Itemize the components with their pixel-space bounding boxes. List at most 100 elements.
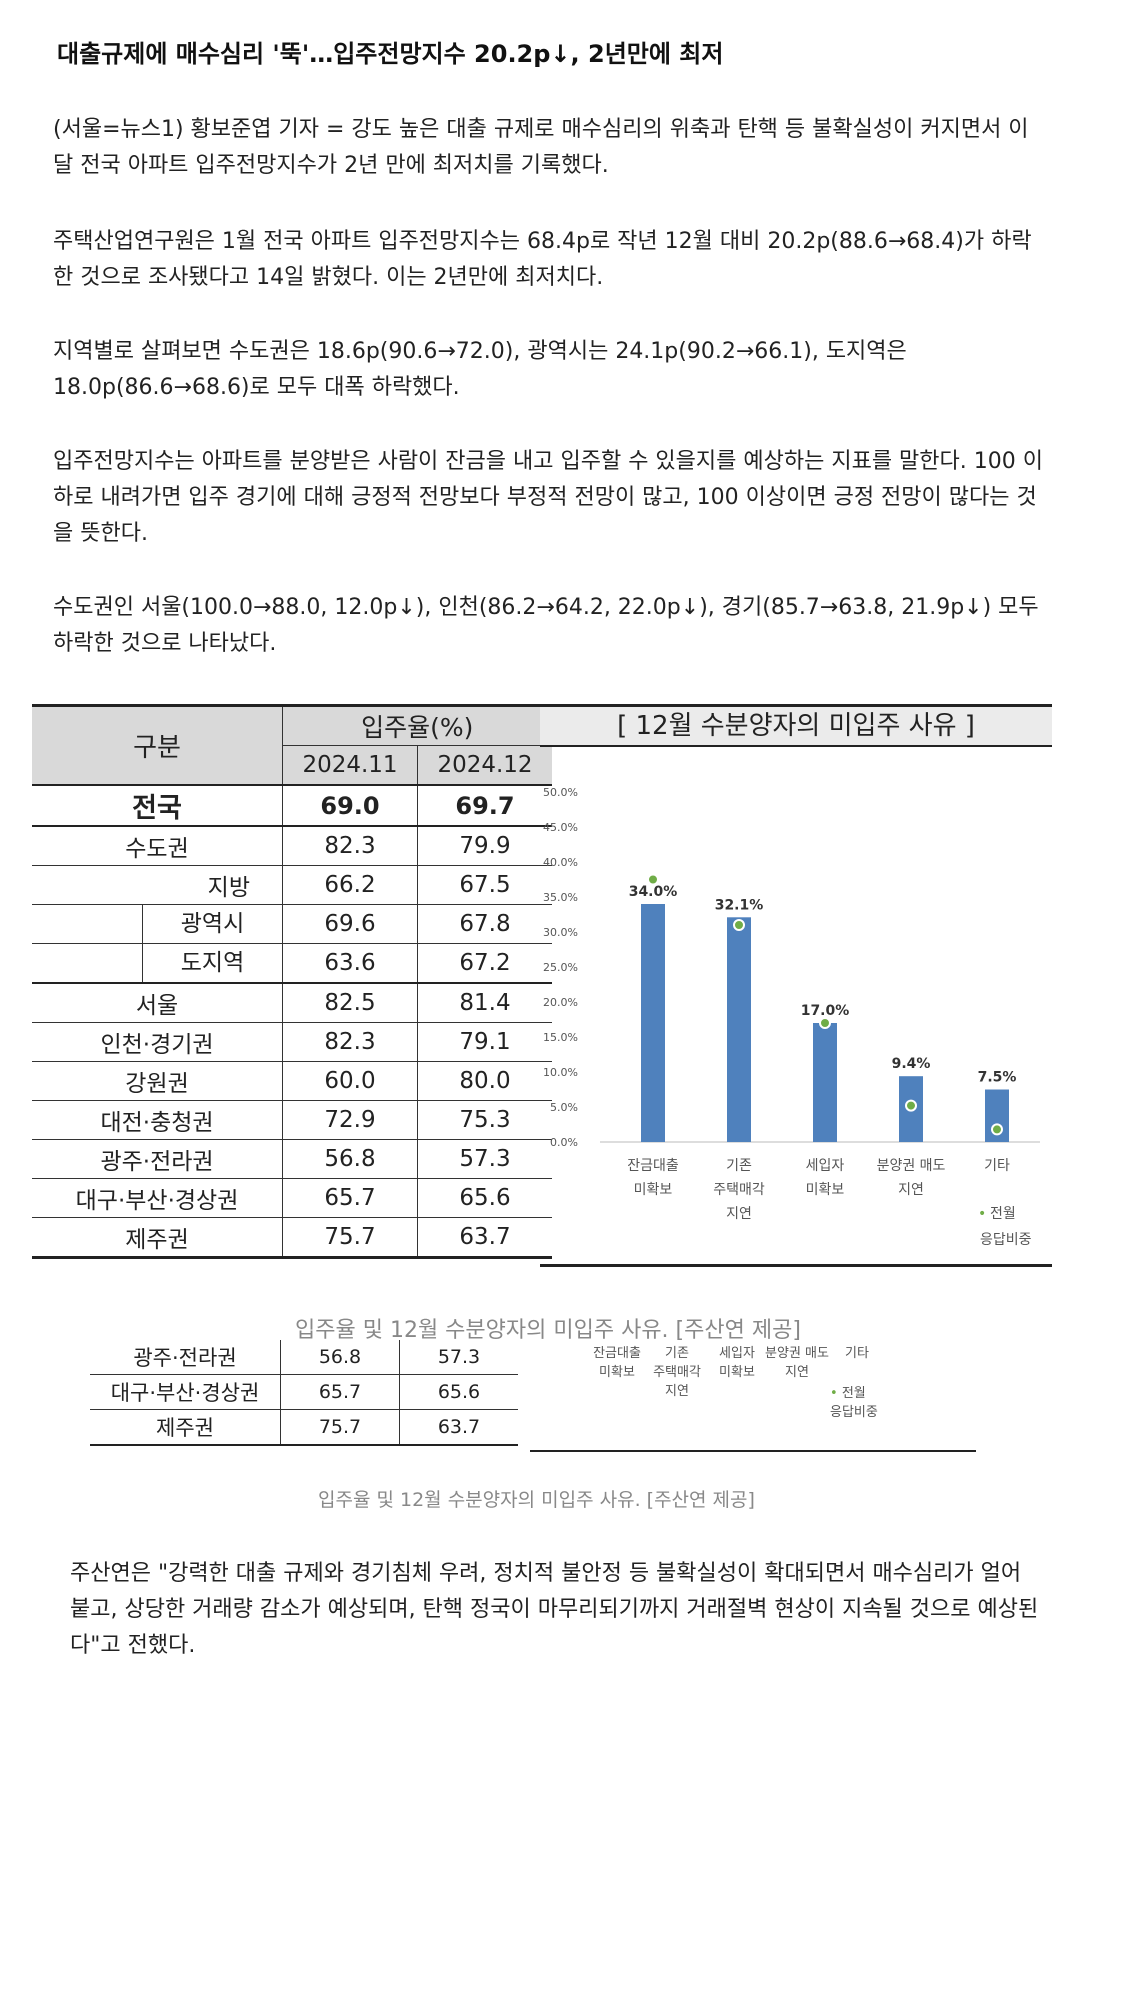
chart-category-line: 미확보 bbox=[719, 1365, 755, 1380]
table-row-label: 대전·충청권 bbox=[32, 1100, 283, 1140]
chart-category-label: 기타 bbox=[822, 1344, 892, 1363]
chart-category-line: 기타 bbox=[845, 1346, 869, 1361]
x-category-label: 분양권 매도 bbox=[877, 1158, 946, 1174]
legend-line-1: • 전월 bbox=[830, 1384, 900, 1403]
chart-bottom-border bbox=[540, 1264, 1052, 1267]
bar-value-label: 7.5% bbox=[978, 1070, 1017, 1086]
x-category-label: 미확보 bbox=[634, 1182, 673, 1198]
table-cell: 56.8 bbox=[282, 1139, 418, 1179]
x-category-label: 지연 bbox=[898, 1182, 924, 1198]
table-cell: 67.8 bbox=[417, 904, 552, 944]
y-tick-label: 35.0% bbox=[543, 891, 578, 904]
bar-value-label: 9.4% bbox=[892, 1056, 931, 1072]
table-cell: 82.5 bbox=[282, 983, 418, 1023]
chart-category-line: 잔금대출 bbox=[593, 1346, 641, 1361]
article-paragraph-1: (서울=뉴스1) 황보준엽 기자 = 강도 높은 대출 규제로 매수심리의 위축… bbox=[53, 117, 1029, 178]
x-category-label: 잔금대출 bbox=[627, 1158, 679, 1174]
table-row-label: 제주권 bbox=[90, 1409, 281, 1446]
chart-title: [ 12월 수분양자의 미입주 사유 ] bbox=[540, 704, 1052, 747]
chart-category-line: 지연 bbox=[665, 1384, 689, 1399]
occupancy-rate-table: 구분 입주율(%) 2024.11 2024.12 전국 69.0 69.7 수… bbox=[32, 704, 553, 1259]
table-cell: 63.6 bbox=[282, 943, 418, 984]
bar bbox=[641, 904, 665, 1142]
table-row-label: 광주·전라권 bbox=[90, 1340, 281, 1375]
table-row-label: 서울 bbox=[32, 983, 283, 1023]
table-cell: 56.8 bbox=[280, 1340, 400, 1375]
bar-value-label: 34.0% bbox=[629, 884, 678, 900]
article-paragraph-5: 수도권인 서울(100.0→88.0, 12.0p↓), 인천(86.2→64.… bbox=[53, 595, 1039, 656]
table-row-label: 지방 bbox=[32, 865, 283, 905]
x-category-label: 기타 bbox=[984, 1158, 1010, 1174]
legend-marker: • bbox=[830, 1386, 838, 1401]
non-occupancy-reason-chart: [ 12월 수분양자의 미입주 사유 ] 0.0% 5.0% 10.0% 15.0% 2… bbox=[540, 704, 1052, 1267]
table-cell: 81.4 bbox=[417, 983, 552, 1023]
table-cell: 65.7 bbox=[282, 1178, 418, 1218]
chart-category-line: 세입자 bbox=[719, 1346, 755, 1361]
table-cell: 69.6 bbox=[282, 904, 418, 944]
table-row-label: 광주·전라권 bbox=[32, 1139, 283, 1179]
prev-month-point bbox=[991, 1123, 1003, 1136]
table-cell: 60.0 bbox=[282, 1061, 418, 1101]
prev-month-point bbox=[819, 1017, 831, 1029]
table-cell: 65.7 bbox=[280, 1374, 400, 1410]
chart-category-line: 기존 bbox=[665, 1346, 689, 1361]
table-header-category: 구분 bbox=[32, 704, 283, 786]
table-cell: 65.6 bbox=[399, 1374, 518, 1410]
cropped-table-fragment: 광주·전라권 56.8 57.3 대구·부산·경상권 65.7 65.6 제주권… bbox=[90, 1340, 518, 1446]
prev-month-point bbox=[733, 919, 745, 931]
chart-category-line: 주택매각 bbox=[653, 1365, 701, 1380]
y-tick-label: 5.0% bbox=[550, 1101, 578, 1114]
table-row-label: 수도권 bbox=[32, 826, 283, 866]
chart-legend: • 전월 응답비중 bbox=[830, 1384, 900, 1422]
bar-value-label: 17.0% bbox=[801, 1003, 850, 1019]
chart-category-line: 지연 bbox=[785, 1365, 809, 1380]
y-tick-label: 20.0% bbox=[543, 996, 578, 1009]
table-cell: 65.6 bbox=[417, 1178, 552, 1218]
x-category-label: 미확보 bbox=[806, 1182, 845, 1198]
table-cell: 75.7 bbox=[282, 1217, 418, 1259]
article-title: 대출규제에 매수심리 '뚝'…입주전망지수 20.2p↓, 2년만에 최저 bbox=[57, 40, 724, 68]
table-cell: 57.3 bbox=[399, 1340, 518, 1375]
prev-month-point bbox=[905, 1099, 917, 1112]
bar-chart-svg: 0.0% 5.0% 10.0% 15.0% 20.0% 25.0% 30.0% 35.0% 40… bbox=[543, 786, 1040, 1248]
article-paragraph-6: 주산연은 "강력한 대출 규제와 경기침체 우려, 정치적 불안정 등 불확실성… bbox=[70, 1561, 1039, 1658]
y-tick-label: 30.0% bbox=[543, 926, 578, 939]
y-tick-label: 10.0% bbox=[543, 1066, 578, 1079]
table-cell: 82.3 bbox=[282, 1022, 418, 1062]
chart-category-label: 잔금대출 미확보 bbox=[582, 1344, 652, 1382]
y-tick-label: 15.0% bbox=[543, 1031, 578, 1044]
legend-text-2: 응답비중 bbox=[830, 1405, 878, 1420]
table-cell: 75.3 bbox=[417, 1100, 552, 1140]
chart-category-line: 분양권 매도 bbox=[765, 1346, 829, 1361]
article-paragraph-4: 입주전망지수는 아파트를 분양받은 사람이 잔금을 내고 입주할 수 있을지를 … bbox=[53, 449, 1043, 546]
table-cell: 75.7 bbox=[280, 1409, 400, 1446]
chart-category-line: 미확보 bbox=[599, 1365, 635, 1380]
article-paragraph-2: 주택산업연구원은 1월 전국 아파트 입주전망지수는 68.4p로 작년 12월… bbox=[53, 229, 1032, 290]
x-category-label: 세입자 bbox=[806, 1158, 845, 1174]
table-header-rate: 입주율(%) bbox=[282, 704, 553, 746]
table-row-label: 대구·부산·경상권 bbox=[90, 1374, 281, 1410]
y-tick-label: 0.0% bbox=[550, 1136, 578, 1149]
table-cell: 57.3 bbox=[417, 1139, 552, 1179]
table-cell: 80.0 bbox=[417, 1061, 552, 1101]
bar bbox=[813, 1023, 837, 1142]
table-cell: 67.2 bbox=[417, 943, 552, 984]
table-row-label: 제주권 bbox=[32, 1217, 283, 1259]
legend-label: 전월 bbox=[990, 1206, 1016, 1222]
x-category-label: 지연 bbox=[726, 1206, 752, 1222]
x-category-label: 주택매각 bbox=[713, 1182, 765, 1198]
table-cell: 79.9 bbox=[417, 826, 552, 866]
table-row-label: 인천·경기권 bbox=[32, 1022, 283, 1062]
legend-label: 응답비중 bbox=[980, 1232, 1032, 1248]
table-row-label-text: 도지역 bbox=[142, 944, 282, 982]
y-tick-label: 25.0% bbox=[543, 961, 578, 974]
legend-marker: • bbox=[978, 1206, 986, 1222]
chart-category-label: 기존 주택매각 지연 bbox=[642, 1344, 712, 1401]
y-tick-label: 50.0% bbox=[543, 786, 578, 799]
bar bbox=[727, 917, 751, 1142]
image-caption: 입주율 및 12월 수분양자의 미입주 사유. [주산연 제공] bbox=[295, 1318, 801, 1343]
image-caption-2: 입주율 및 12월 수분양자의 미입주 사유. [주산연 제공] bbox=[318, 1489, 755, 1511]
table-row-label: 전국 bbox=[32, 784, 283, 827]
table-cell: 67.5 bbox=[417, 865, 552, 905]
table-cell: 69.7 bbox=[417, 784, 552, 827]
